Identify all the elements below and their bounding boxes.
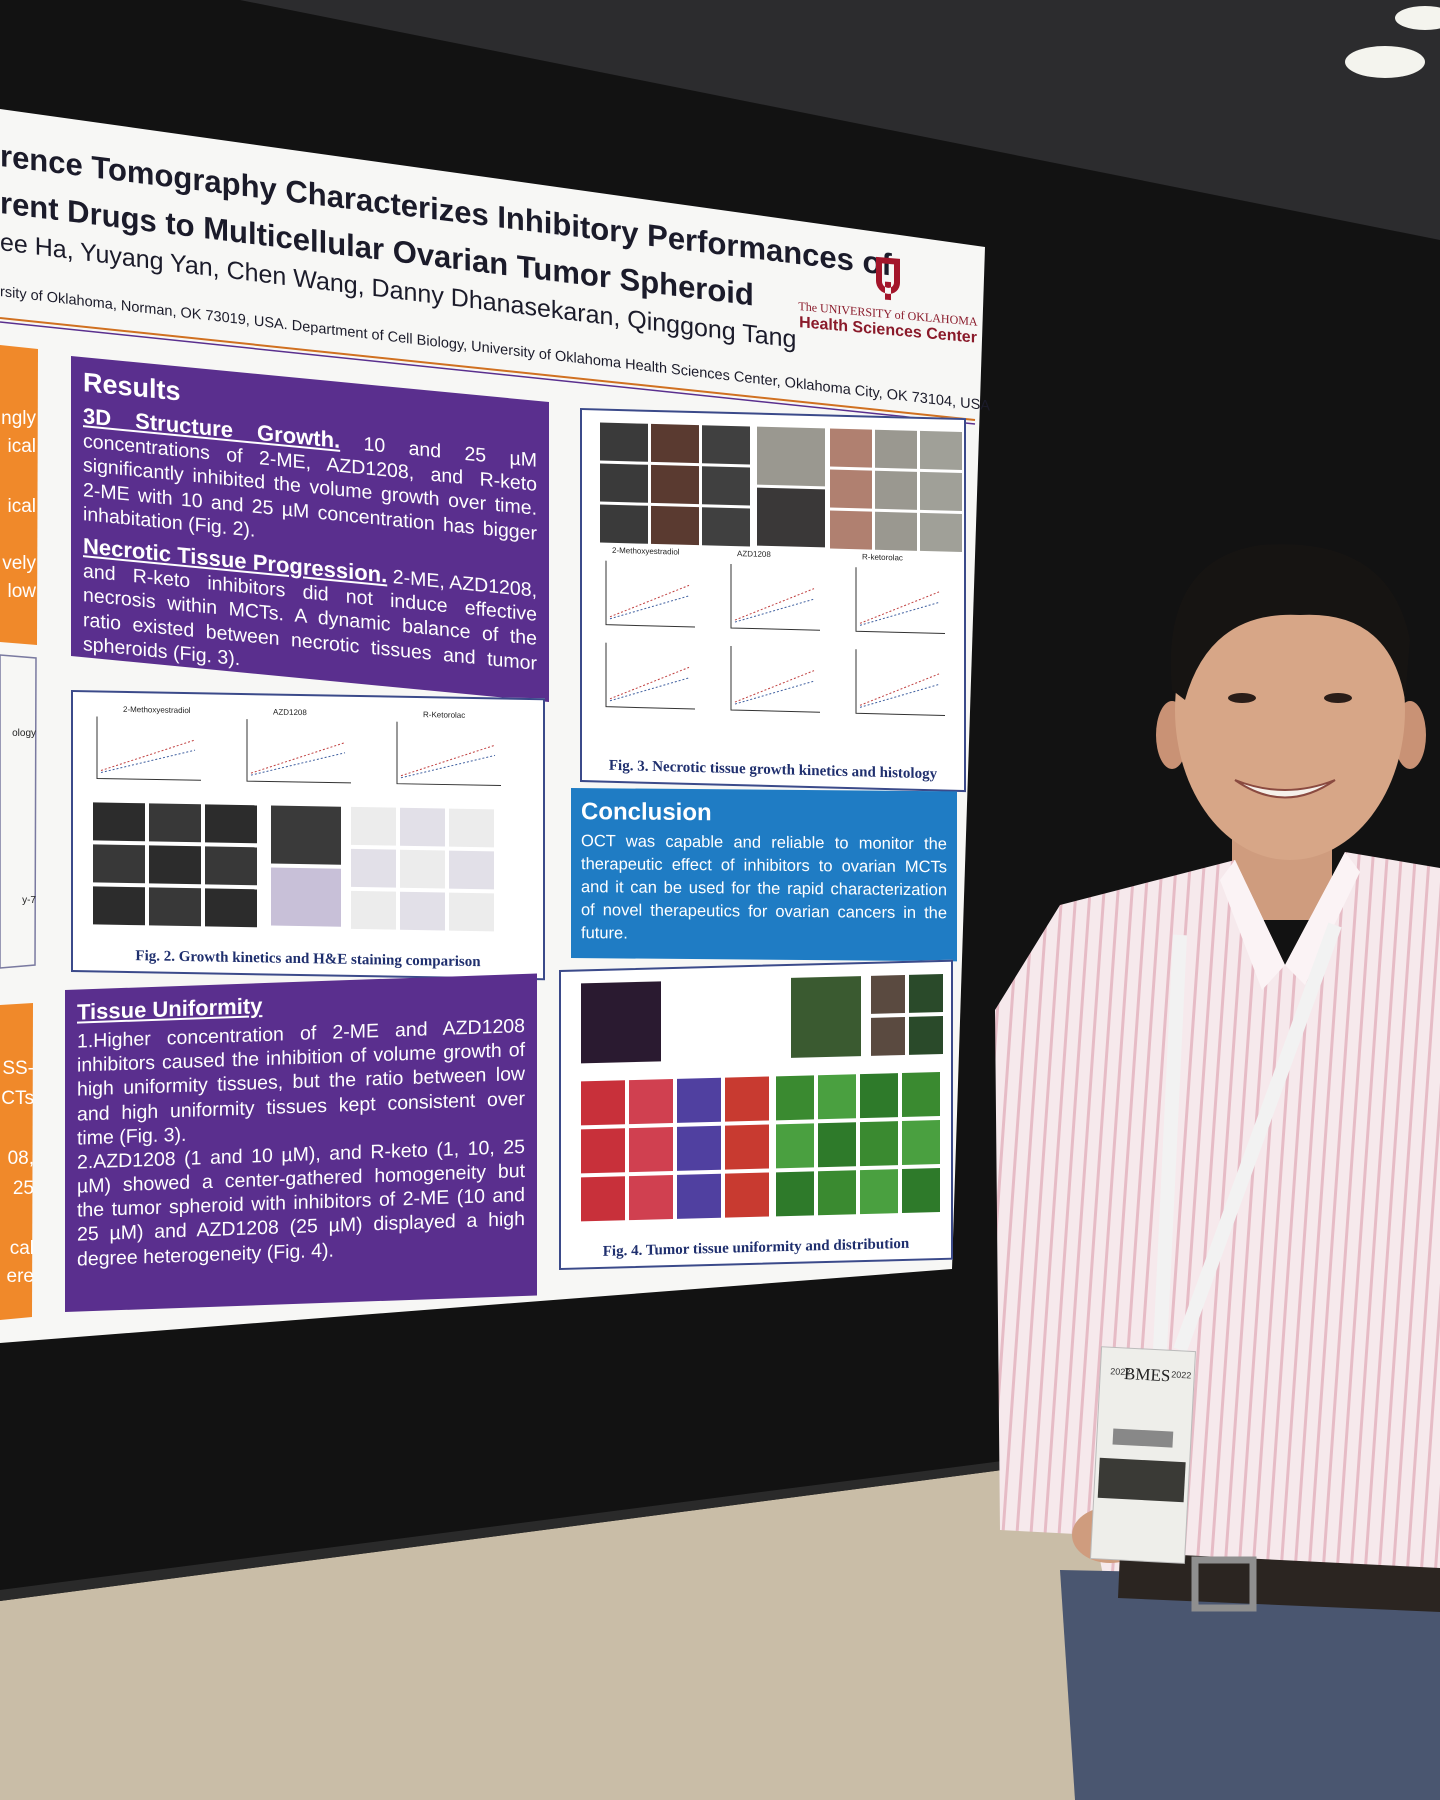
fragment-text: CTs [1,1088,34,1109]
mini-axis [605,560,695,628]
badge-year: 2022 [1110,1366,1131,1377]
mini-trend [859,683,940,708]
fragment-text: ology [12,728,36,739]
logo: The UNIVERSITY of OKLAHOMA Health Scienc… [798,246,978,348]
left-panel-frame [0,654,37,969]
mini-axis [96,716,201,781]
fragment-text: ngly [1,408,36,429]
mini-trend [734,680,815,705]
figure-3: Fig. 3. Necrotic tissue growth kinetics … [580,408,966,793]
figure-2: Fig. 2. Growth kinetics and H&E staining… [71,690,545,981]
lanyard [1153,922,1342,1353]
orange-strip [0,1003,33,1320]
badge: 2022 BMES 2022 [1089,1346,1197,1564]
mini-chart [396,721,501,787]
mini-trend [400,744,496,777]
mini-chart [730,563,820,631]
orange-strip [0,345,38,645]
fragment-text: y-7 [22,895,36,906]
shirt-collar [1220,852,1360,990]
eye [1228,693,1256,703]
fragment-text: ical [7,496,36,517]
mini-trend [859,601,940,626]
mini-trend [734,598,815,623]
mini-axis [396,721,501,787]
mini-trend [609,595,690,620]
fragment-text: low [7,581,36,602]
fragment-text: cal [9,1238,34,1259]
mini-axis [730,645,820,713]
mini-trend [100,749,196,774]
belt-buckle [1191,1556,1257,1612]
left-column-fragments: ngly ical ical vely low ology y-7 SS- CTs 08, 25 ca… [0,0,40,1400]
badge-org: BMES [1124,1364,1171,1385]
mini-chart [605,560,695,628]
header-rule [0,317,976,421]
fragment-text: vely [2,553,36,574]
badge-year: 2022 [1171,1369,1192,1380]
header-rule [0,321,976,425]
mini-trend [400,754,496,779]
eye [1324,693,1352,703]
ceiling [0,0,1440,240]
ou-glyph [876,256,900,301]
mini-axis [605,642,695,710]
mini-chart [246,719,351,784]
mini-trend [250,752,346,776]
fragment-text: SS- [2,1058,34,1079]
mini-trend [250,742,346,774]
mini-chart [855,649,945,717]
hair [1170,544,1410,700]
shirt [995,852,1440,1595]
mini-chart [96,716,201,781]
fragment-text: 25 [12,1178,34,1199]
smile [1234,779,1336,799]
badge-ribbon [1097,1457,1186,1503]
fragment-text: 08, [7,1148,34,1169]
ceiling-light [1395,6,1440,30]
mini-axis [855,649,945,717]
mini-axis [855,567,945,635]
face [1175,560,1405,860]
mini-trend [100,739,196,771]
mini-axis [246,719,351,784]
mini-chart [605,642,695,710]
fragment-text: ical [7,436,36,457]
badge-card [1089,1346,1197,1564]
board-edge [0,1460,1010,1601]
fragment-text: ere [6,1266,34,1287]
mini-chart [855,567,945,635]
ceiling-light [1345,46,1425,78]
mini-chart [730,645,820,713]
mini-axis [730,563,820,631]
badge-barcode [1112,1428,1174,1448]
jeans [1060,1570,1440,1800]
mini-trend [609,677,690,702]
ou-mark [876,256,900,301]
